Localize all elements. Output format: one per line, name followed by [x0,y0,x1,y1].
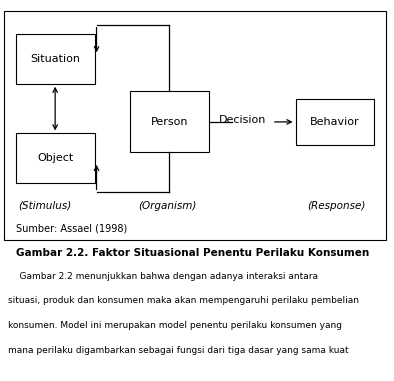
Text: (Stimulus): (Stimulus) [19,201,72,211]
Bar [296,99,374,145]
Text: konsumen. Model ini merupakan model penentu perilaku konsumen yang: konsumen. Model ini merupakan model pene… [8,321,342,330]
Text: Sumber: Assael (1998): Sumber: Assael (1998) [16,224,127,234]
Bar [130,91,209,152]
Text: Gambar 2.2. Faktor Situasional Penentu Perilaku Konsumen: Gambar 2.2. Faktor Situasional Penentu P… [17,248,370,258]
Text: (Organism): (Organism) [138,201,197,211]
Text: Gambar 2.2 menunjukkan bahwa dengan adanya interaksi antara: Gambar 2.2 menunjukkan bahwa dengan adan… [8,272,318,281]
Bar [16,133,95,183]
Text: (Response): (Response) [308,201,366,211]
Text: Person: Person [151,117,188,127]
Text: Decision: Decision [219,115,266,125]
Text: situasi, produk dan konsumen maka akan mempengaruhi perilaku pembelian: situasi, produk dan konsumen maka akan m… [8,296,359,306]
Text: Behavior: Behavior [310,117,360,127]
Text: Object: Object [37,153,73,163]
Text: mana perilaku digambarkan sebagai fungsi dari tiga dasar yang sama kuat: mana perilaku digambarkan sebagai fungsi… [8,346,349,355]
Bar [4,11,386,240]
Bar [16,34,95,84]
Text: Situation: Situation [30,54,80,64]
